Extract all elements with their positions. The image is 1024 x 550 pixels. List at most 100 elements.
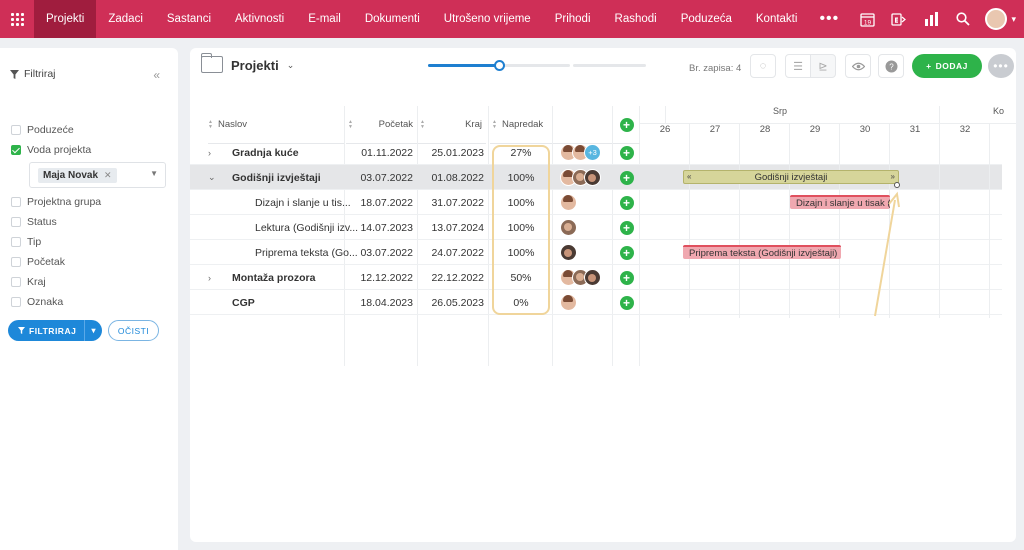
row-title[interactable]: Priprema teksta (Go... [255,246,358,259]
col-header-start[interactable]: ▲ ▼ Početak [346,106,417,144]
table-row[interactable]: Lektura (Godišnji izv... 14.07.2023 13.07.… [190,215,1002,240]
user-avatar[interactable] [985,8,1008,30]
gantt-bar[interactable]: Dizajn i slanje u tisak (... [790,195,890,209]
nav-poduzeca[interactable]: Poduzeća [680,13,732,25]
nav-projekti[interactable]: Projekti [34,0,97,38]
nav-aktivnosti[interactable]: Aktivnosti [235,13,285,25]
checkbox[interactable] [11,297,21,307]
add-subtask-icon[interactable]: + [619,195,634,210]
nav-dokumenti[interactable]: Dokumenti [364,13,420,25]
row-team[interactable] [560,165,601,190]
add-subtask-icon[interactable]: + [619,220,634,235]
nav-prihodi[interactable]: Prihodi [554,13,591,25]
filter-voda-projekta[interactable]: Voda projekta [11,140,171,160]
list-view-icon[interactable]: ☰ [785,54,811,78]
help-icon[interactable]: ? [878,54,904,78]
filter-tip[interactable]: Tip [11,232,171,252]
eye-icon[interactable] [845,54,871,78]
expand-chevron-icon[interactable]: ⌄ [208,172,216,182]
sort-icon[interactable]: ▲ ▼ [492,118,497,130]
page-title[interactable]: Projekti ⌄ [200,53,295,74]
checkbox[interactable] [11,257,21,267]
chevron-right-icon[interactable]: » [890,172,895,181]
checkbox[interactable] [11,125,21,135]
row-team[interactable] [560,240,577,265]
add-row-icon[interactable]: + [619,117,634,132]
row-team[interactable] [560,215,577,240]
chevron-down-icon[interactable]: ⌄ [286,60,295,70]
filter-oznaka[interactable]: Oznaka [11,292,171,312]
row-team[interactable]: +3 [560,140,601,165]
search-icon[interactable] [947,0,979,38]
zoom-slider[interactable] [428,60,646,71]
checkbox[interactable] [11,237,21,247]
row-title[interactable]: Montaža prozora [232,271,316,284]
sort-icon[interactable]: ▲ ▼ [348,118,353,130]
nav-more-button[interactable]: ••• [819,10,840,27]
nav-utroseno-vrijeme[interactable]: Utrošeno vrijeme [443,13,531,25]
chevron-down-icon[interactable]: ▾ [1011,13,1016,24]
add-subtask-icon[interactable]: + [619,145,634,160]
checkbox[interactable] [11,217,21,227]
nav-sastanci[interactable]: Sastanci [166,13,211,25]
filter-options-chevron-icon[interactable]: ▾ [84,320,102,341]
project-lead-select[interactable]: Maja Novak ✕ ▼ [29,162,166,188]
col-header-title[interactable]: ▲ ▼ Naslov [208,106,344,144]
row-team[interactable] [560,190,577,215]
filter-kraj[interactable]: Kraj [11,272,171,292]
row-title[interactable]: Dizajn i slanje u tis... [255,196,351,209]
table-row[interactable]: Priprema teksta (Go... 03.07.2022 24.07.20… [190,240,1002,265]
table-row[interactable]: › Montaža prozora 12.12.2022 22.12.2022 50% + [190,265,1002,290]
exchange-icon[interactable] [883,0,915,38]
add-subtask-icon[interactable]: + [619,170,634,185]
dropdown-arrow-icon[interactable]: ▼ [150,169,158,178]
row-title[interactable]: Gradnja kuće [232,146,299,159]
more-options-button[interactable]: ••• [988,54,1014,78]
filter-poduzece[interactable]: Poduzeće [11,120,171,140]
more-members-badge[interactable]: +3 [584,144,601,161]
resize-handle[interactable] [894,182,900,188]
filter-pocetak[interactable]: Početak [11,252,171,272]
nav-zadaci[interactable]: Zadaci [108,13,143,25]
add-subtask-icon[interactable]: + [619,270,634,285]
row-title[interactable]: CGP [232,296,255,309]
row-team[interactable] [560,265,601,290]
refresh-icon[interactable]: ◌ [750,54,776,78]
row-title[interactable]: Lektura (Godišnji izv... [255,221,359,234]
filter-status[interactable]: Status [11,212,171,232]
zoom-handle[interactable] [494,60,505,71]
clear-filter-button[interactable]: OČISTI [108,320,159,341]
gantt-bar[interactable]: Priprema teksta (Godišnji izvještaji) [683,245,841,259]
col-header-progress[interactable]: ▲ ▼ Napredak [490,106,552,144]
col-header-end[interactable]: ▲ ▼ Kraj [418,106,486,144]
sort-icon[interactable]: ▲ ▼ [208,118,213,130]
expand-chevron-icon[interactable]: › [208,147,211,158]
add-button[interactable]: + DODAJ [912,54,982,78]
apps-grid-icon[interactable] [0,0,34,38]
nav-rashodi[interactable]: Rashodi [614,13,657,25]
gantt-view-icon[interactable]: ⊵ [810,54,836,78]
expand-chevron-icon[interactable]: › [208,272,211,283]
zoom-track-secondary[interactable] [573,64,646,67]
collapse-sidebar-icon[interactable]: « [153,68,160,82]
table-row[interactable]: Dizajn i slanje u tis... 18.07.2022 31.07.… [190,190,1002,215]
nav-email[interactable]: E-mail [308,13,341,25]
apply-filter-button[interactable]: FILTRIRAJ ▾ [8,320,103,341]
sort-icon[interactable]: ▲ ▼ [420,118,425,130]
gantt-bar[interactable]: «Godišnji izvještaji» [683,170,899,184]
checkbox[interactable] [11,277,21,287]
nav-kontakti[interactable]: Kontakti [755,13,798,25]
chevron-left-icon[interactable]: « [687,172,692,181]
remove-tag-icon[interactable]: ✕ [104,170,112,180]
add-subtask-icon[interactable]: + [619,295,634,310]
table-row[interactable]: › Gradnja kuće 01.11.2022 25.01.2023 27% +3 + [190,140,1002,165]
add-subtask-icon[interactable]: + [619,245,634,260]
checkbox[interactable] [11,197,21,207]
table-row[interactable]: CGP 18.04.2023 26.05.2023 0% + [190,290,1002,315]
calendar-icon[interactable]: 19 [851,0,883,38]
row-team[interactable] [560,290,577,315]
row-title[interactable]: Godišnji izvještaji [232,171,321,184]
reports-chart-icon[interactable] [915,0,947,38]
filter-projektna-grupa[interactable]: Projektna grupa [11,192,171,212]
checkbox-checked[interactable] [11,145,21,155]
